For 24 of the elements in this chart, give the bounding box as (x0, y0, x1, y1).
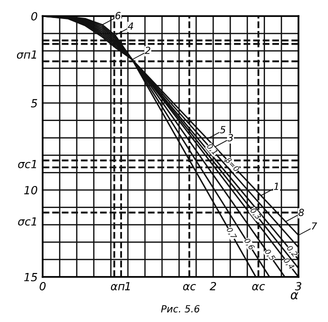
ref-line-label: αc (252, 284, 265, 290)
y-tick-label: 5 (30, 99, 38, 108)
y-tick-label: 10 (24, 186, 38, 194)
x-tick-label: 2 (210, 282, 216, 290)
text: Рис. 5.6 (161, 305, 200, 312)
x-tick-label: αп (110, 284, 125, 290)
annotation: 5 (220, 126, 226, 134)
annotation: 8 (298, 208, 304, 216)
y-tick-label: 15 (24, 273, 38, 282)
ref-line-label: αc (183, 284, 196, 290)
x-tick-label: 3 (294, 282, 302, 290)
y-tick-label: σc1 (18, 217, 36, 226)
annotation: 7 (312, 222, 318, 230)
annotation: 4 (128, 22, 134, 30)
annotation: 3 (227, 134, 233, 142)
annotation: 6 (115, 12, 121, 20)
y-tick-label: σп1 (16, 50, 36, 59)
x-axis-title: α (290, 292, 298, 300)
x-tick-label: 0 (40, 282, 46, 290)
y-tick-label: 0 (31, 12, 38, 20)
annotation: 1 (274, 182, 278, 190)
y-tick-label: σc1 (18, 160, 36, 168)
x-tick-label: 1 (124, 282, 130, 290)
annotation: 2 (144, 46, 150, 54)
